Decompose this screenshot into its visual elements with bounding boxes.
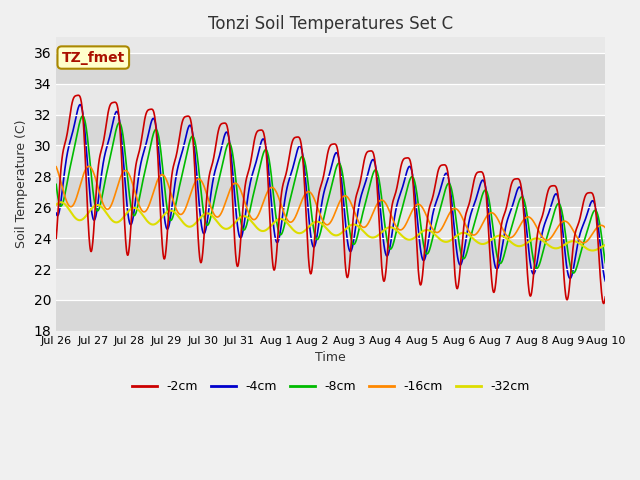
-8cm	[161, 191, 169, 197]
Title: Tonzi Soil Temperatures Set C: Tonzi Soil Temperatures Set C	[208, 15, 453, 33]
-2cm	[161, 253, 169, 259]
-8cm	[417, 218, 424, 224]
-8cm	[79, 113, 86, 119]
X-axis label: Time: Time	[316, 351, 346, 364]
-2cm	[536, 218, 544, 224]
Legend: -2cm, -4cm, -8cm, -16cm, -32cm: -2cm, -4cm, -8cm, -16cm, -32cm	[127, 375, 535, 398]
Bar	[56, 269, 605, 300]
Line: -8cm: -8cm	[56, 116, 605, 273]
Line: -2cm: -2cm	[56, 95, 605, 303]
-8cm	[52, 181, 60, 187]
Text: TZ_fmet: TZ_fmet	[61, 50, 125, 64]
Bar	[56, 53, 605, 84]
-16cm	[52, 164, 60, 169]
-32cm	[52, 202, 60, 208]
-4cm	[175, 161, 182, 167]
-32cm	[57, 199, 65, 205]
-4cm	[52, 210, 60, 216]
-32cm	[417, 230, 424, 236]
-8cm	[175, 187, 182, 193]
Bar	[56, 145, 605, 176]
-32cm	[236, 215, 244, 220]
-2cm	[600, 300, 607, 306]
-2cm	[488, 280, 496, 286]
-16cm	[161, 175, 169, 180]
Bar	[56, 238, 605, 269]
-16cm	[236, 186, 244, 192]
Bar	[56, 115, 605, 145]
-4cm	[417, 244, 424, 250]
Line: -16cm: -16cm	[56, 166, 605, 243]
-2cm	[175, 139, 182, 145]
Line: -4cm: -4cm	[56, 105, 605, 281]
-2cm	[236, 245, 244, 251]
-4cm	[236, 235, 244, 241]
-16cm	[602, 225, 609, 230]
-8cm	[236, 214, 244, 220]
-16cm	[536, 231, 544, 237]
Y-axis label: Soil Temperature (C): Soil Temperature (C)	[15, 120, 28, 248]
-32cm	[602, 242, 609, 248]
-32cm	[488, 236, 496, 242]
-2cm	[602, 294, 609, 300]
-16cm	[580, 240, 588, 246]
-2cm	[74, 92, 82, 98]
Bar	[56, 84, 605, 115]
-32cm	[175, 214, 182, 220]
Bar	[56, 300, 605, 331]
Line: -32cm: -32cm	[56, 202, 605, 251]
-32cm	[161, 211, 169, 216]
-4cm	[76, 102, 84, 108]
Bar	[56, 207, 605, 238]
-4cm	[536, 240, 544, 245]
-16cm	[175, 210, 182, 216]
Bar	[56, 176, 605, 207]
-4cm	[488, 241, 496, 247]
-8cm	[536, 258, 544, 264]
-16cm	[488, 210, 496, 216]
-32cm	[536, 237, 544, 242]
-4cm	[161, 221, 169, 227]
-4cm	[602, 278, 609, 284]
-16cm	[417, 202, 424, 208]
-8cm	[602, 260, 609, 265]
-16cm	[85, 163, 93, 169]
-2cm	[417, 282, 424, 288]
-8cm	[488, 217, 496, 223]
-32cm	[589, 248, 596, 253]
-2cm	[52, 235, 60, 241]
-8cm	[570, 270, 577, 276]
